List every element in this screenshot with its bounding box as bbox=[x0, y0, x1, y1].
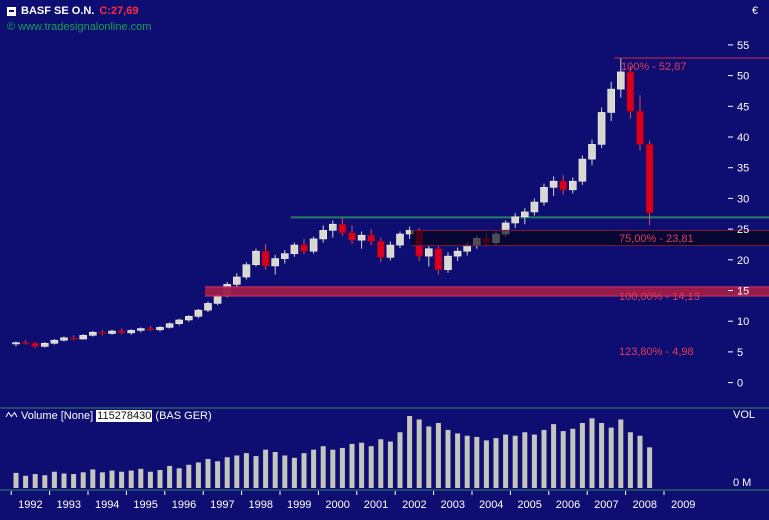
svg-text:15: 15 bbox=[737, 286, 749, 298]
last-close-label: C:27,69 bbox=[99, 5, 139, 17]
svg-text:1995: 1995 bbox=[133, 499, 157, 511]
volume-series bbox=[13, 416, 653, 488]
svg-text:2005: 2005 bbox=[517, 499, 541, 511]
svg-text:20: 20 bbox=[737, 255, 749, 267]
svg-text:10: 10 bbox=[737, 316, 749, 328]
svg-text:1994: 1994 bbox=[95, 499, 119, 511]
svg-text:2007: 2007 bbox=[594, 499, 618, 511]
svg-text:2001: 2001 bbox=[364, 499, 388, 511]
svg-text:30: 30 bbox=[737, 193, 749, 205]
volume-value: 115278430 bbox=[96, 410, 153, 422]
svg-text:40: 40 bbox=[737, 132, 749, 144]
fib-annotations bbox=[205, 57, 769, 297]
svg-text:2004: 2004 bbox=[479, 499, 503, 511]
svg-text:0: 0 bbox=[737, 378, 743, 390]
instrument-header: BASF SE O.N. C:27,69 bbox=[7, 5, 138, 17]
svg-text:25: 25 bbox=[737, 224, 749, 236]
svg-text:45: 45 bbox=[737, 101, 749, 113]
svg-text:2000: 2000 bbox=[325, 499, 349, 511]
fib-label-100pct: 100,00% - 14,13 bbox=[619, 291, 700, 303]
svg-text:1997: 1997 bbox=[210, 499, 234, 511]
volume-indicator-label: Volume [None] bbox=[21, 410, 94, 422]
svg-text:2009: 2009 bbox=[671, 499, 695, 511]
svg-text:35: 35 bbox=[737, 163, 749, 175]
candlestick-series bbox=[12, 57, 654, 349]
fib-label-100pct-high: 100% - 52,87 bbox=[621, 61, 687, 73]
volume-axis-zero: 0 M bbox=[733, 477, 752, 489]
indicator-wave-icon bbox=[5, 410, 18, 422]
svg-text:2006: 2006 bbox=[556, 499, 580, 511]
svg-text:50: 50 bbox=[737, 71, 749, 83]
svg-text:5: 5 bbox=[737, 347, 743, 359]
fib-label-75pct: 75,00% - 23,81 bbox=[619, 233, 694, 245]
volume-panel-borders bbox=[0, 407, 769, 491]
svg-text:1999: 1999 bbox=[287, 499, 311, 511]
instrument-name: BASF SE O.N. bbox=[21, 5, 95, 17]
svg-text:2008: 2008 bbox=[633, 499, 657, 511]
svg-text:55: 55 bbox=[737, 40, 749, 52]
svg-text:2002: 2002 bbox=[402, 499, 426, 511]
fib-label-123pct: 123,80% - 4,98 bbox=[619, 346, 694, 358]
svg-text:1992: 1992 bbox=[18, 499, 42, 511]
svg-text:1993: 1993 bbox=[57, 499, 81, 511]
watermark: © www.tradesignalonline.com bbox=[7, 21, 152, 33]
volume-instrument: (BAS GER) bbox=[155, 410, 212, 422]
svg-text:1998: 1998 bbox=[249, 499, 273, 511]
volume-axis-label: VOL bbox=[733, 409, 756, 421]
instrument-icon bbox=[7, 6, 16, 16]
svg-text:2003: 2003 bbox=[441, 499, 465, 511]
time-axis: 1992 1993 1994 1995 1996 1997 1998 1999 2000 2001… bbox=[10, 491, 695, 511]
volume-indicator-header: Volume [None] 115278430 (BAS GER) bbox=[5, 410, 212, 422]
price-axis-unit: € bbox=[752, 5, 759, 17]
svg-text:1996: 1996 bbox=[172, 499, 196, 511]
